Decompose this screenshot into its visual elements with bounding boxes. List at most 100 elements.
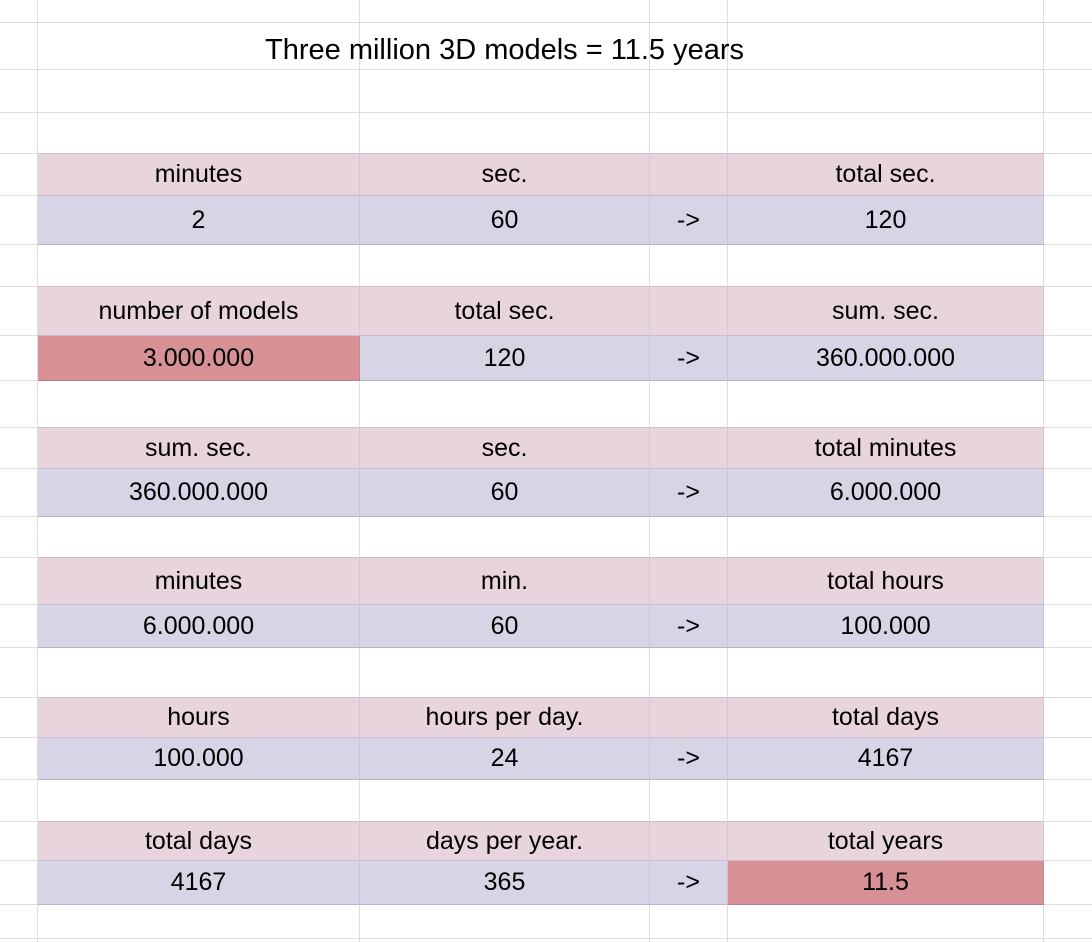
header-cell[interactable]: days per year.	[360, 822, 650, 861]
empty-cell[interactable]	[650, 648, 728, 698]
value-cell[interactable]: 360.000.000	[38, 469, 360, 517]
empty-cell[interactable]	[0, 780, 38, 822]
empty-cell[interactable]	[650, 939, 728, 942]
header-cell[interactable]: number of models	[38, 287, 360, 336]
empty-cell[interactable]	[0, 23, 38, 70]
empty-cell[interactable]	[650, 245, 728, 287]
empty-cell[interactable]	[0, 381, 38, 428]
value-cell[interactable]: 360.000.000	[728, 336, 1044, 381]
empty-cell[interactable]	[360, 245, 650, 287]
empty-cell[interactable]	[650, 381, 728, 428]
header-cell[interactable]: total minutes	[728, 428, 1044, 469]
value-cell[interactable]: 2	[38, 196, 360, 245]
arrow-cell[interactable]: ->	[650, 861, 728, 905]
empty-cell[interactable]	[650, 0, 728, 23]
empty-cell[interactable]	[0, 861, 38, 905]
empty-cell[interactable]	[38, 113, 360, 154]
empty-cell[interactable]	[0, 154, 38, 196]
empty-cell[interactable]	[728, 905, 1044, 939]
empty-cell[interactable]	[1044, 517, 1092, 558]
empty-cell[interactable]	[0, 196, 38, 245]
empty-cell[interactable]	[1044, 113, 1092, 154]
empty-cell[interactable]	[0, 605, 38, 648]
header-cell[interactable]: total sec.	[360, 287, 650, 336]
value-cell[interactable]: 60	[360, 469, 650, 517]
header-cell[interactable]: sec.	[360, 428, 650, 469]
empty-cell[interactable]	[1044, 905, 1092, 939]
value-cell[interactable]: 6.000.000	[38, 605, 360, 648]
value-cell[interactable]: 100.000	[728, 605, 1044, 648]
empty-cell[interactable]	[1044, 0, 1092, 23]
empty-cell[interactable]	[360, 648, 650, 698]
empty-header-cell[interactable]	[650, 428, 728, 469]
empty-cell[interactable]	[728, 517, 1044, 558]
empty-cell[interactable]	[360, 70, 650, 113]
empty-cell[interactable]	[0, 245, 38, 287]
arrow-cell[interactable]: ->	[650, 469, 728, 517]
empty-cell[interactable]	[0, 336, 38, 381]
empty-cell[interactable]	[0, 113, 38, 154]
empty-cell[interactable]	[360, 0, 650, 23]
empty-cell[interactable]	[360, 381, 650, 428]
empty-cell[interactable]	[728, 780, 1044, 822]
arrow-cell[interactable]: ->	[650, 336, 728, 381]
empty-cell[interactable]	[0, 905, 38, 939]
arrow-cell[interactable]: ->	[650, 605, 728, 648]
empty-cell[interactable]	[0, 558, 38, 605]
empty-cell[interactable]	[728, 245, 1044, 287]
empty-cell[interactable]	[38, 648, 360, 698]
empty-cell[interactable]	[1044, 287, 1092, 336]
empty-header-cell[interactable]	[650, 698, 728, 738]
empty-cell[interactable]	[360, 905, 650, 939]
empty-cell[interactable]	[728, 939, 1044, 942]
empty-cell[interactable]	[728, 23, 1044, 70]
empty-cell[interactable]	[0, 517, 38, 558]
value-cell[interactable]: 365	[360, 861, 650, 905]
empty-cell[interactable]	[360, 113, 650, 154]
value-cell[interactable]: 6.000.000	[728, 469, 1044, 517]
empty-cell[interactable]	[0, 698, 38, 738]
empty-cell[interactable]	[38, 939, 360, 942]
empty-cell[interactable]	[650, 905, 728, 939]
empty-cell[interactable]	[0, 287, 38, 336]
empty-cell[interactable]	[38, 23, 360, 70]
empty-cell[interactable]	[0, 939, 38, 942]
value-cell[interactable]: 100.000	[38, 738, 360, 780]
empty-cell[interactable]	[1044, 469, 1092, 517]
header-cell[interactable]: hours per day.	[360, 698, 650, 738]
empty-cell[interactable]	[1044, 738, 1092, 780]
empty-cell[interactable]	[38, 780, 360, 822]
header-cell[interactable]: total years	[728, 822, 1044, 861]
empty-cell[interactable]	[1044, 428, 1092, 469]
empty-cell[interactable]	[728, 381, 1044, 428]
empty-header-cell[interactable]	[650, 558, 728, 605]
empty-cell[interactable]	[1044, 861, 1092, 905]
empty-cell[interactable]	[650, 70, 728, 113]
title-cell[interactable]: Three million 3D models = 11.5 years	[265, 23, 744, 70]
empty-cell[interactable]	[1044, 23, 1092, 70]
value-cell[interactable]: 4167	[38, 861, 360, 905]
empty-cell[interactable]	[650, 113, 728, 154]
arrow-cell[interactable]: ->	[650, 738, 728, 780]
header-cell[interactable]: hours	[38, 698, 360, 738]
empty-cell[interactable]	[1044, 698, 1092, 738]
empty-cell[interactable]	[0, 648, 38, 698]
empty-cell[interactable]	[1044, 336, 1092, 381]
empty-cell[interactable]	[650, 23, 728, 70]
empty-cell[interactable]	[728, 648, 1044, 698]
value-cell[interactable]: 60	[360, 605, 650, 648]
empty-cell[interactable]	[1044, 605, 1092, 648]
empty-cell[interactable]	[728, 113, 1044, 154]
empty-cell[interactable]	[0, 822, 38, 861]
header-cell[interactable]: minutes	[38, 154, 360, 196]
arrow-cell[interactable]: ->	[650, 196, 728, 245]
empty-cell[interactable]	[0, 469, 38, 517]
value-cell[interactable]: 120	[728, 196, 1044, 245]
header-cell[interactable]: minutes	[38, 558, 360, 605]
value-cell[interactable]: 24	[360, 738, 650, 780]
empty-cell[interactable]	[1044, 780, 1092, 822]
highlighted-result-cell[interactable]: 11.5	[728, 861, 1044, 905]
empty-header-cell[interactable]	[650, 154, 728, 196]
empty-cell[interactable]	[1044, 245, 1092, 287]
empty-cell[interactable]	[38, 517, 360, 558]
